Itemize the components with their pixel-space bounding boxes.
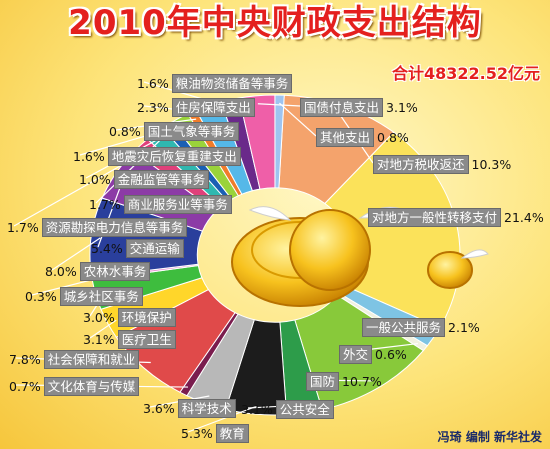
chart-title: 2010年中央财政支出结构 xyxy=(68,3,482,43)
slice-name: 科学技术 xyxy=(177,399,236,418)
slice-percent: 0.8% xyxy=(109,124,141,139)
slice-name: 金融监管等事务 xyxy=(113,170,210,189)
slice-label-14: 5.4% 交通运输 xyxy=(88,239,184,258)
slice-label-0: 对地方税收返还 10.3% xyxy=(373,155,514,174)
slice-percent: 3.0% xyxy=(83,310,115,325)
slice-percent: 7.8% xyxy=(9,352,41,367)
slice-percent: 8.0% xyxy=(45,264,77,279)
leader-line-22 xyxy=(257,103,301,107)
slice-name: 交通运输 xyxy=(125,239,184,258)
leader-line-10 xyxy=(89,319,117,339)
slice-name: 城乡社区事务 xyxy=(59,287,143,306)
slice-percent: 5.4% xyxy=(91,241,123,256)
slice-percent: 5.3% xyxy=(181,426,213,441)
slice-name: 农林水事务 xyxy=(79,262,151,281)
slice-label-12: 0.3% 城乡社区事务 xyxy=(22,287,143,306)
slice-percent: 0.3% xyxy=(25,289,57,304)
slice-name: 医疗卫生 xyxy=(117,330,176,349)
slice-percent: 10.7% xyxy=(342,374,382,389)
slice-name: 环境保护 xyxy=(117,308,176,327)
slice-label-15: 1.7% 资源勘探电力信息等事务 xyxy=(4,218,188,237)
slice-percent: 3.1% xyxy=(83,332,115,347)
slice-name: 对地方一般性转移支付 xyxy=(368,208,502,227)
slice-name: 教育 xyxy=(215,424,249,443)
leader-line-13 xyxy=(51,237,101,271)
small-coin-icon xyxy=(427,251,473,289)
total-amount: 合计48322.52亿元 xyxy=(391,64,540,83)
slice-label-6: 5.3% 教育 xyxy=(178,424,249,443)
slice-name: 国防 xyxy=(306,372,340,391)
slice-percent: 2.3% xyxy=(137,100,169,115)
slice-label-22: 国债付息支出 3.1% xyxy=(300,98,421,117)
slice-label-23: 其他支出 0.8% xyxy=(316,128,412,147)
wing-icon xyxy=(248,206,292,221)
slice-label-5: 3.1% 公共安全 xyxy=(238,400,334,419)
slice-percent: 1.7% xyxy=(7,220,39,235)
slice-name: 国债付息支出 xyxy=(300,98,384,117)
slice-label-13: 8.0% 农林水事务 xyxy=(42,262,151,281)
slice-label-19: 0.8% 国土气象等事务 xyxy=(106,122,240,141)
slice-name: 商业服务业等事务 xyxy=(123,195,232,214)
slice-label-8: 0.7% 文化体育与传媒 xyxy=(6,377,140,396)
slice-percent: 1.0% xyxy=(79,172,111,187)
slice-percent: 1.7% xyxy=(89,197,121,212)
slice-percent: 0.8% xyxy=(377,130,409,145)
slice-name: 对地方税收返还 xyxy=(373,155,469,174)
slice-label-20: 2.3% 住房保障支出 xyxy=(134,98,255,117)
slice-label-11: 3.0% 环境保护 xyxy=(80,308,176,327)
slice-percent: 1.6% xyxy=(73,149,105,164)
slice-name: 公共安全 xyxy=(275,400,334,419)
pie-slice-23 xyxy=(274,94,285,189)
slice-label-1: 对地方一般性转移支付 21.4% xyxy=(368,208,547,227)
slice-name: 国土气象等事务 xyxy=(143,122,240,141)
slice-label-16: 1.7% 商业服务业等事务 xyxy=(86,195,232,214)
slice-label-10: 3.1% 医疗卫生 xyxy=(80,330,176,349)
slice-label-18: 1.6% 地震灾后恢复重建支出 xyxy=(70,147,241,166)
slice-label-2: 一般公共服务 2.1% xyxy=(362,318,483,337)
slice-label-7: 3.6% 科学技术 xyxy=(140,399,236,418)
slice-name: 住房保障支出 xyxy=(171,98,255,117)
slice-percent: 1.6% xyxy=(137,76,169,91)
slice-percent: 2.1% xyxy=(448,320,480,335)
slice-percent: 10.3% xyxy=(471,157,512,172)
slice-percent: 3.1% xyxy=(241,402,273,417)
leader-line-23 xyxy=(278,102,317,137)
slice-percent: 3.6% xyxy=(143,401,175,416)
slice-name: 外交 xyxy=(339,345,373,364)
slice-label-4: 国防 10.7% xyxy=(306,372,385,391)
slice-name: 资源勘探电力信息等事务 xyxy=(41,218,188,237)
slice-name: 地震灾后恢复重建支出 xyxy=(107,147,241,166)
slice-percent: 3.1% xyxy=(386,100,418,115)
wing-icon xyxy=(460,249,489,259)
slice-label-3: 外交 0.6% xyxy=(339,345,410,364)
credit-text: 冯琦 编制 新华社发 xyxy=(437,430,542,444)
slice-label-9: 7.8% 社会保障和就业 xyxy=(6,350,140,369)
slice-name: 社会保障和就业 xyxy=(43,350,140,369)
slice-label-17: 1.0% 金融监管等事务 xyxy=(76,170,210,189)
slice-name: 粮油物资储备等事务 xyxy=(171,74,293,93)
slice-percent: 0.7% xyxy=(9,379,41,394)
slice-name: 一般公共服务 xyxy=(362,318,446,337)
slice-label-21: 1.6% 粮油物资储备等事务 xyxy=(134,74,293,93)
slice-name: 其他支出 xyxy=(316,128,375,147)
slice-percent: 0.6% xyxy=(375,347,407,362)
leader-line-6 xyxy=(187,405,258,433)
slice-percent: 21.4% xyxy=(504,210,544,225)
slice-name: 文化体育与传媒 xyxy=(43,377,140,396)
coin-decoration xyxy=(231,206,489,307)
coin-icon xyxy=(289,209,371,291)
